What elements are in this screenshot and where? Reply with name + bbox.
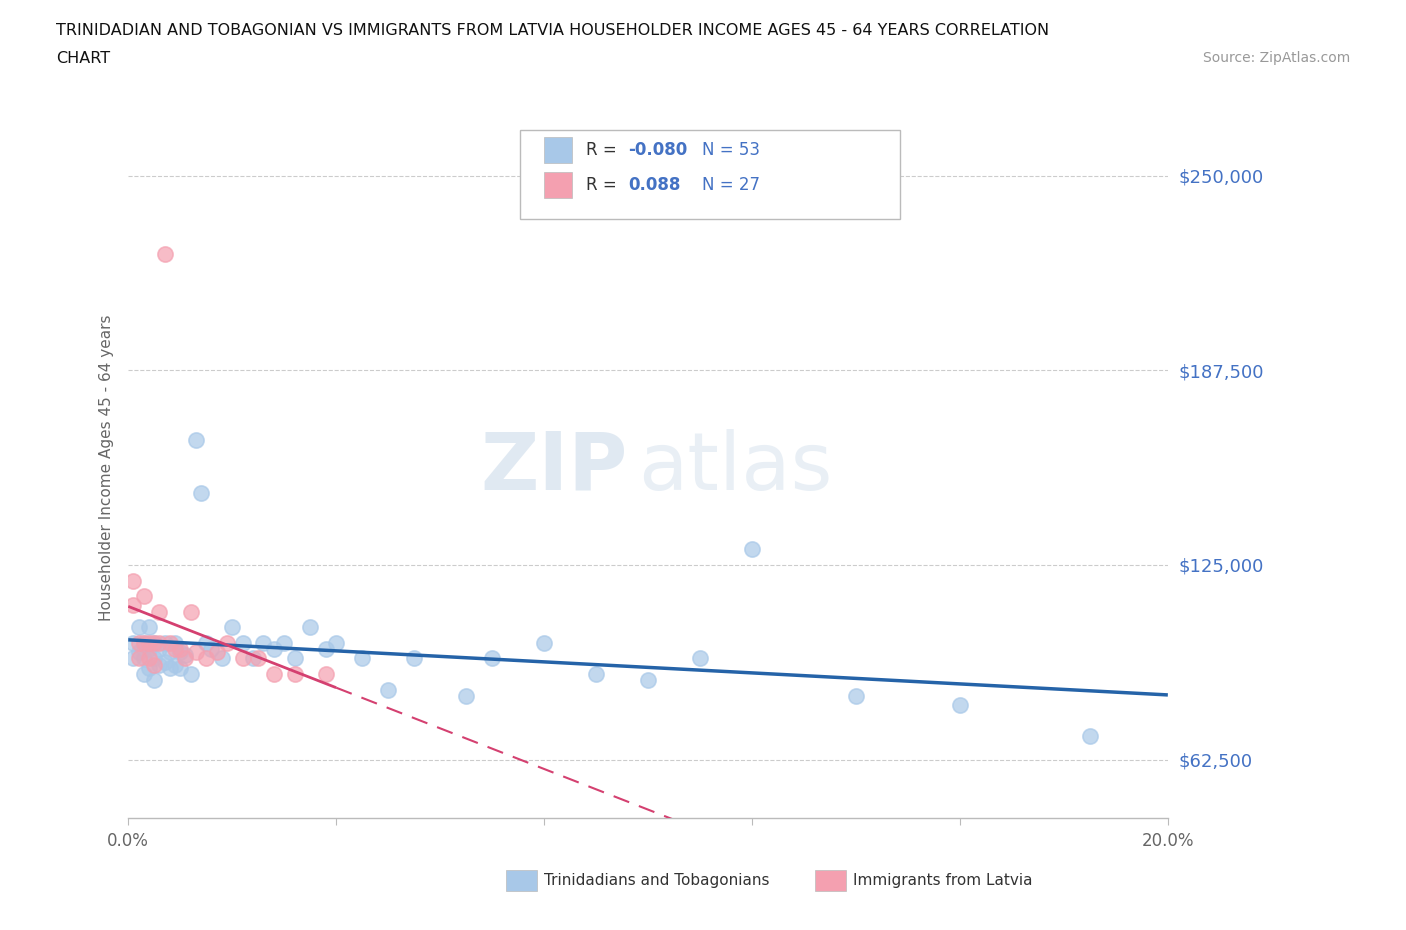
- Text: 0.088: 0.088: [628, 176, 681, 194]
- Point: [352, 651, 374, 666]
- Point: [845, 688, 868, 703]
- Point: [148, 658, 170, 672]
- Point: [637, 672, 659, 687]
- Point: [174, 648, 197, 663]
- Point: [190, 485, 212, 500]
- Point: [122, 573, 145, 588]
- Text: atlas: atlas: [638, 429, 832, 507]
- Point: [195, 635, 218, 650]
- Text: Source: ZipAtlas.com: Source: ZipAtlas.com: [1202, 51, 1350, 65]
- Point: [163, 642, 186, 657]
- Point: [128, 619, 150, 634]
- Point: [200, 642, 222, 657]
- Point: [148, 635, 170, 650]
- Point: [377, 682, 399, 697]
- Text: Trinidadians and Tobagonians: Trinidadians and Tobagonians: [544, 873, 769, 888]
- Point: [232, 651, 254, 666]
- Text: Immigrants from Latvia: Immigrants from Latvia: [853, 873, 1033, 888]
- Point: [138, 651, 160, 666]
- Point: [132, 635, 155, 650]
- Point: [122, 598, 145, 613]
- Point: [132, 635, 155, 650]
- Point: [148, 642, 170, 657]
- Point: [148, 604, 170, 619]
- Text: -0.080: -0.080: [628, 140, 688, 159]
- Text: R =: R =: [586, 140, 623, 159]
- Point: [138, 660, 160, 675]
- Point: [184, 433, 207, 448]
- Y-axis label: Householder Income Ages 45 - 64 years: Householder Income Ages 45 - 64 years: [100, 314, 114, 621]
- Point: [689, 651, 711, 666]
- Point: [1078, 729, 1101, 744]
- Point: [159, 635, 181, 650]
- Point: [195, 651, 218, 666]
- Point: [211, 651, 233, 666]
- Point: [315, 667, 337, 682]
- Point: [205, 644, 228, 659]
- Point: [299, 619, 322, 634]
- Point: [132, 667, 155, 682]
- Point: [263, 667, 285, 682]
- Point: [143, 635, 166, 650]
- Point: [242, 651, 264, 666]
- Point: [153, 635, 176, 650]
- Point: [169, 642, 191, 657]
- Point: [153, 654, 176, 669]
- Point: [184, 644, 207, 659]
- Text: ZIP: ZIP: [479, 429, 627, 507]
- Point: [252, 635, 274, 650]
- Text: N = 27: N = 27: [702, 176, 759, 194]
- Point: [132, 589, 155, 604]
- Point: [128, 651, 150, 666]
- Point: [325, 635, 347, 650]
- Point: [163, 635, 186, 650]
- Point: [456, 688, 478, 703]
- Point: [180, 604, 202, 619]
- Point: [143, 651, 166, 666]
- Point: [174, 651, 197, 666]
- Point: [949, 698, 972, 712]
- Point: [481, 651, 503, 666]
- Point: [143, 672, 166, 687]
- Point: [163, 658, 186, 672]
- Point: [169, 660, 191, 675]
- Point: [138, 619, 160, 634]
- Point: [533, 635, 555, 650]
- Point: [232, 635, 254, 650]
- Point: [143, 635, 166, 650]
- Point: [122, 635, 145, 650]
- Text: CHART: CHART: [56, 51, 110, 66]
- Point: [138, 635, 160, 650]
- Point: [404, 651, 426, 666]
- Point: [159, 660, 181, 675]
- Text: N = 53: N = 53: [702, 140, 759, 159]
- Point: [153, 246, 176, 261]
- Point: [263, 642, 285, 657]
- Point: [138, 642, 160, 657]
- Text: TRINIDADIAN AND TOBAGONIAN VS IMMIGRANTS FROM LATVIA HOUSEHOLDER INCOME AGES 45 : TRINIDADIAN AND TOBAGONIAN VS IMMIGRANTS…: [56, 23, 1049, 38]
- Point: [132, 651, 155, 666]
- Point: [169, 644, 191, 659]
- Point: [585, 667, 607, 682]
- Point: [215, 635, 238, 650]
- Point: [247, 651, 270, 666]
- Point: [315, 642, 337, 657]
- Text: R =: R =: [586, 176, 627, 194]
- Point: [122, 651, 145, 666]
- Point: [273, 635, 295, 650]
- Point: [128, 644, 150, 659]
- Point: [143, 658, 166, 672]
- Point: [221, 619, 243, 634]
- Point: [741, 542, 763, 557]
- Point: [128, 635, 150, 650]
- Point: [180, 667, 202, 682]
- Point: [284, 667, 307, 682]
- Point: [159, 644, 181, 659]
- Point: [284, 651, 307, 666]
